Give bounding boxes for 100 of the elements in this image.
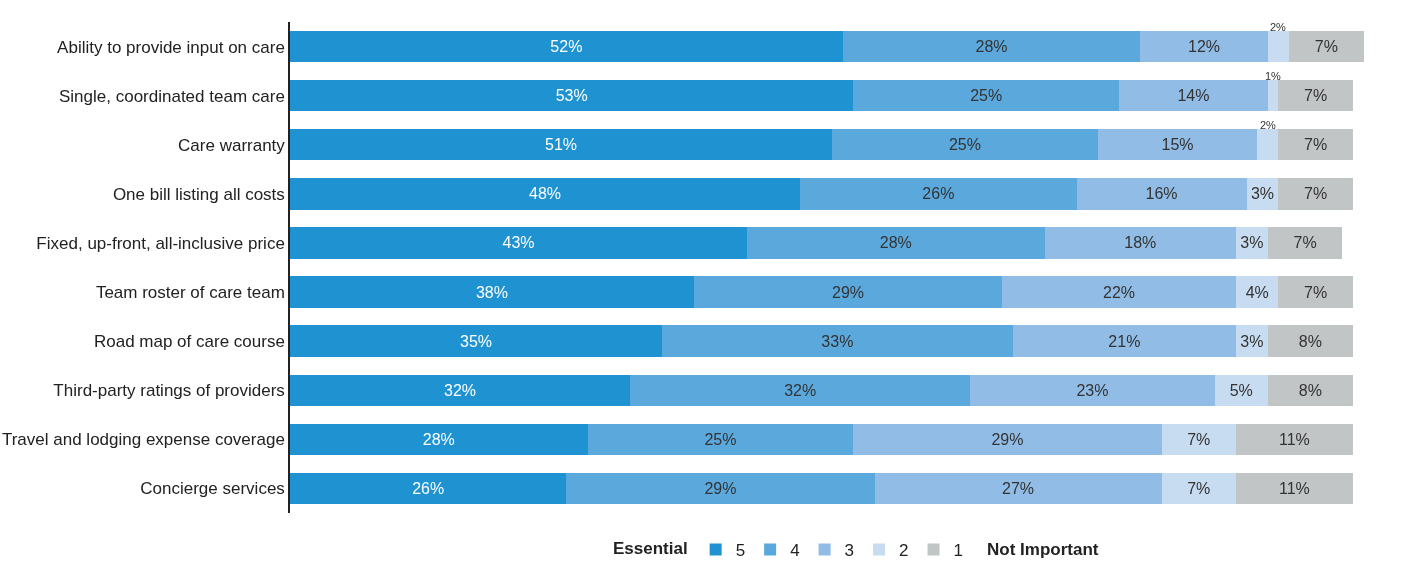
legend-label: 1 (953, 541, 963, 561)
bar (800, 178, 1077, 210)
legend-label: 3 (844, 541, 855, 561)
data-label: 48% (529, 185, 562, 203)
data-label: 7% (1304, 136, 1328, 154)
text: Not Important (987, 540, 1099, 559)
data-label: 25% (970, 87, 1003, 105)
y-tick-label: Single, coordinated team care (58, 86, 285, 106)
data-label: 4% (1245, 283, 1269, 301)
data-label: 23% (1076, 381, 1109, 399)
y-tick-label: Team roster of care team (95, 283, 285, 302)
data-label: 29% (831, 283, 865, 301)
bar (842, 30, 1141, 63)
data-label: 11% (1278, 479, 1310, 497)
data-label: 53% (555, 87, 588, 105)
legend-label: 4 (790, 541, 800, 561)
data-label: 18% (1124, 234, 1157, 252)
y-tick-label: Concierge services (140, 479, 285, 499)
data-label: 7% (1304, 185, 1328, 203)
data-label: 2% (1260, 119, 1277, 131)
data-label: 35% (459, 332, 493, 350)
data-label: 1% (1265, 70, 1282, 82)
legend-label: 2 (899, 541, 909, 561)
data-label: 52% (550, 38, 583, 56)
bar (747, 227, 1045, 259)
data-label: 7% (1314, 38, 1338, 56)
data-label: 7% (1187, 479, 1211, 497)
bar (662, 325, 1013, 357)
bar (1161, 472, 1236, 505)
bar (874, 472, 1162, 505)
y-tick-label: Road map of care course (93, 332, 285, 352)
data-label: 15% (1161, 136, 1194, 154)
data-label: 7% (1187, 430, 1211, 448)
data-label: 3% (1250, 185, 1275, 203)
bar (290, 129, 833, 161)
data-label: 22% (1103, 283, 1136, 301)
y-tick-label: Travel and lodging expense coverage (1, 430, 285, 450)
y-tick-label: Fixed, up-front, all-inclusive price (36, 233, 285, 253)
bar (1076, 178, 1247, 210)
data-label: 26% (412, 479, 445, 497)
bar (1140, 30, 1268, 63)
bar (1289, 30, 1364, 63)
bar (566, 472, 875, 505)
data-label: 8% (1298, 332, 1322, 350)
bar (832, 129, 1098, 161)
bar (1012, 325, 1236, 357)
bar (1002, 276, 1236, 308)
data-label: 27% (1002, 479, 1035, 497)
data-label: 21% (1108, 332, 1141, 350)
bar (1097, 129, 1258, 161)
y-tick-label: Third-party ratings of providers (53, 381, 285, 401)
bar (1267, 374, 1353, 406)
bar (630, 374, 971, 406)
data-label: 28% (879, 234, 912, 252)
bar (290, 30, 843, 63)
data-label: 14% (1177, 87, 1210, 105)
bar (1267, 227, 1343, 259)
legend-title: Essential (613, 538, 688, 558)
bar (853, 79, 1120, 112)
bar (587, 423, 854, 456)
data-label: 29% (704, 479, 737, 497)
bar (1267, 325, 1353, 357)
data-label: 32% (444, 381, 477, 399)
bar (290, 423, 588, 456)
data-label: 25% (948, 136, 981, 154)
data-label: 33% (821, 332, 854, 350)
bar (1267, 30, 1290, 63)
y-tick-label: Care warranty (178, 135, 286, 155)
bar (1278, 178, 1353, 210)
bar (1044, 227, 1236, 259)
data-label: 28% (422, 430, 455, 448)
data-label: 29% (991, 430, 1024, 448)
data-label: 26% (922, 185, 955, 203)
bar (1119, 79, 1268, 112)
legend-label: 5 (735, 541, 746, 561)
data-label: 16% (1145, 185, 1178, 203)
bar (290, 79, 854, 112)
data-label: 7% (1293, 234, 1317, 252)
bar (290, 374, 631, 406)
bar (290, 227, 748, 259)
bar (1267, 79, 1279, 112)
bar (693, 276, 1003, 308)
data-label: 7% (1304, 283, 1328, 301)
bar (1278, 79, 1353, 112)
data-label: 11% (1278, 430, 1310, 448)
data-label: 51% (545, 136, 578, 154)
bar (1235, 472, 1353, 505)
bar (1278, 129, 1353, 161)
bar (290, 472, 567, 505)
bar (853, 423, 1162, 456)
data-label: 25% (704, 430, 737, 448)
bar (290, 325, 662, 357)
data-label: 3% (1240, 332, 1264, 350)
bar (1161, 423, 1236, 456)
data-label: 32% (784, 381, 817, 399)
bar (290, 276, 694, 308)
data-label: 28% (975, 38, 1008, 56)
data-label: 5% (1229, 381, 1253, 399)
data-label: 38% (475, 283, 508, 301)
data-label: 3% (1240, 234, 1264, 252)
